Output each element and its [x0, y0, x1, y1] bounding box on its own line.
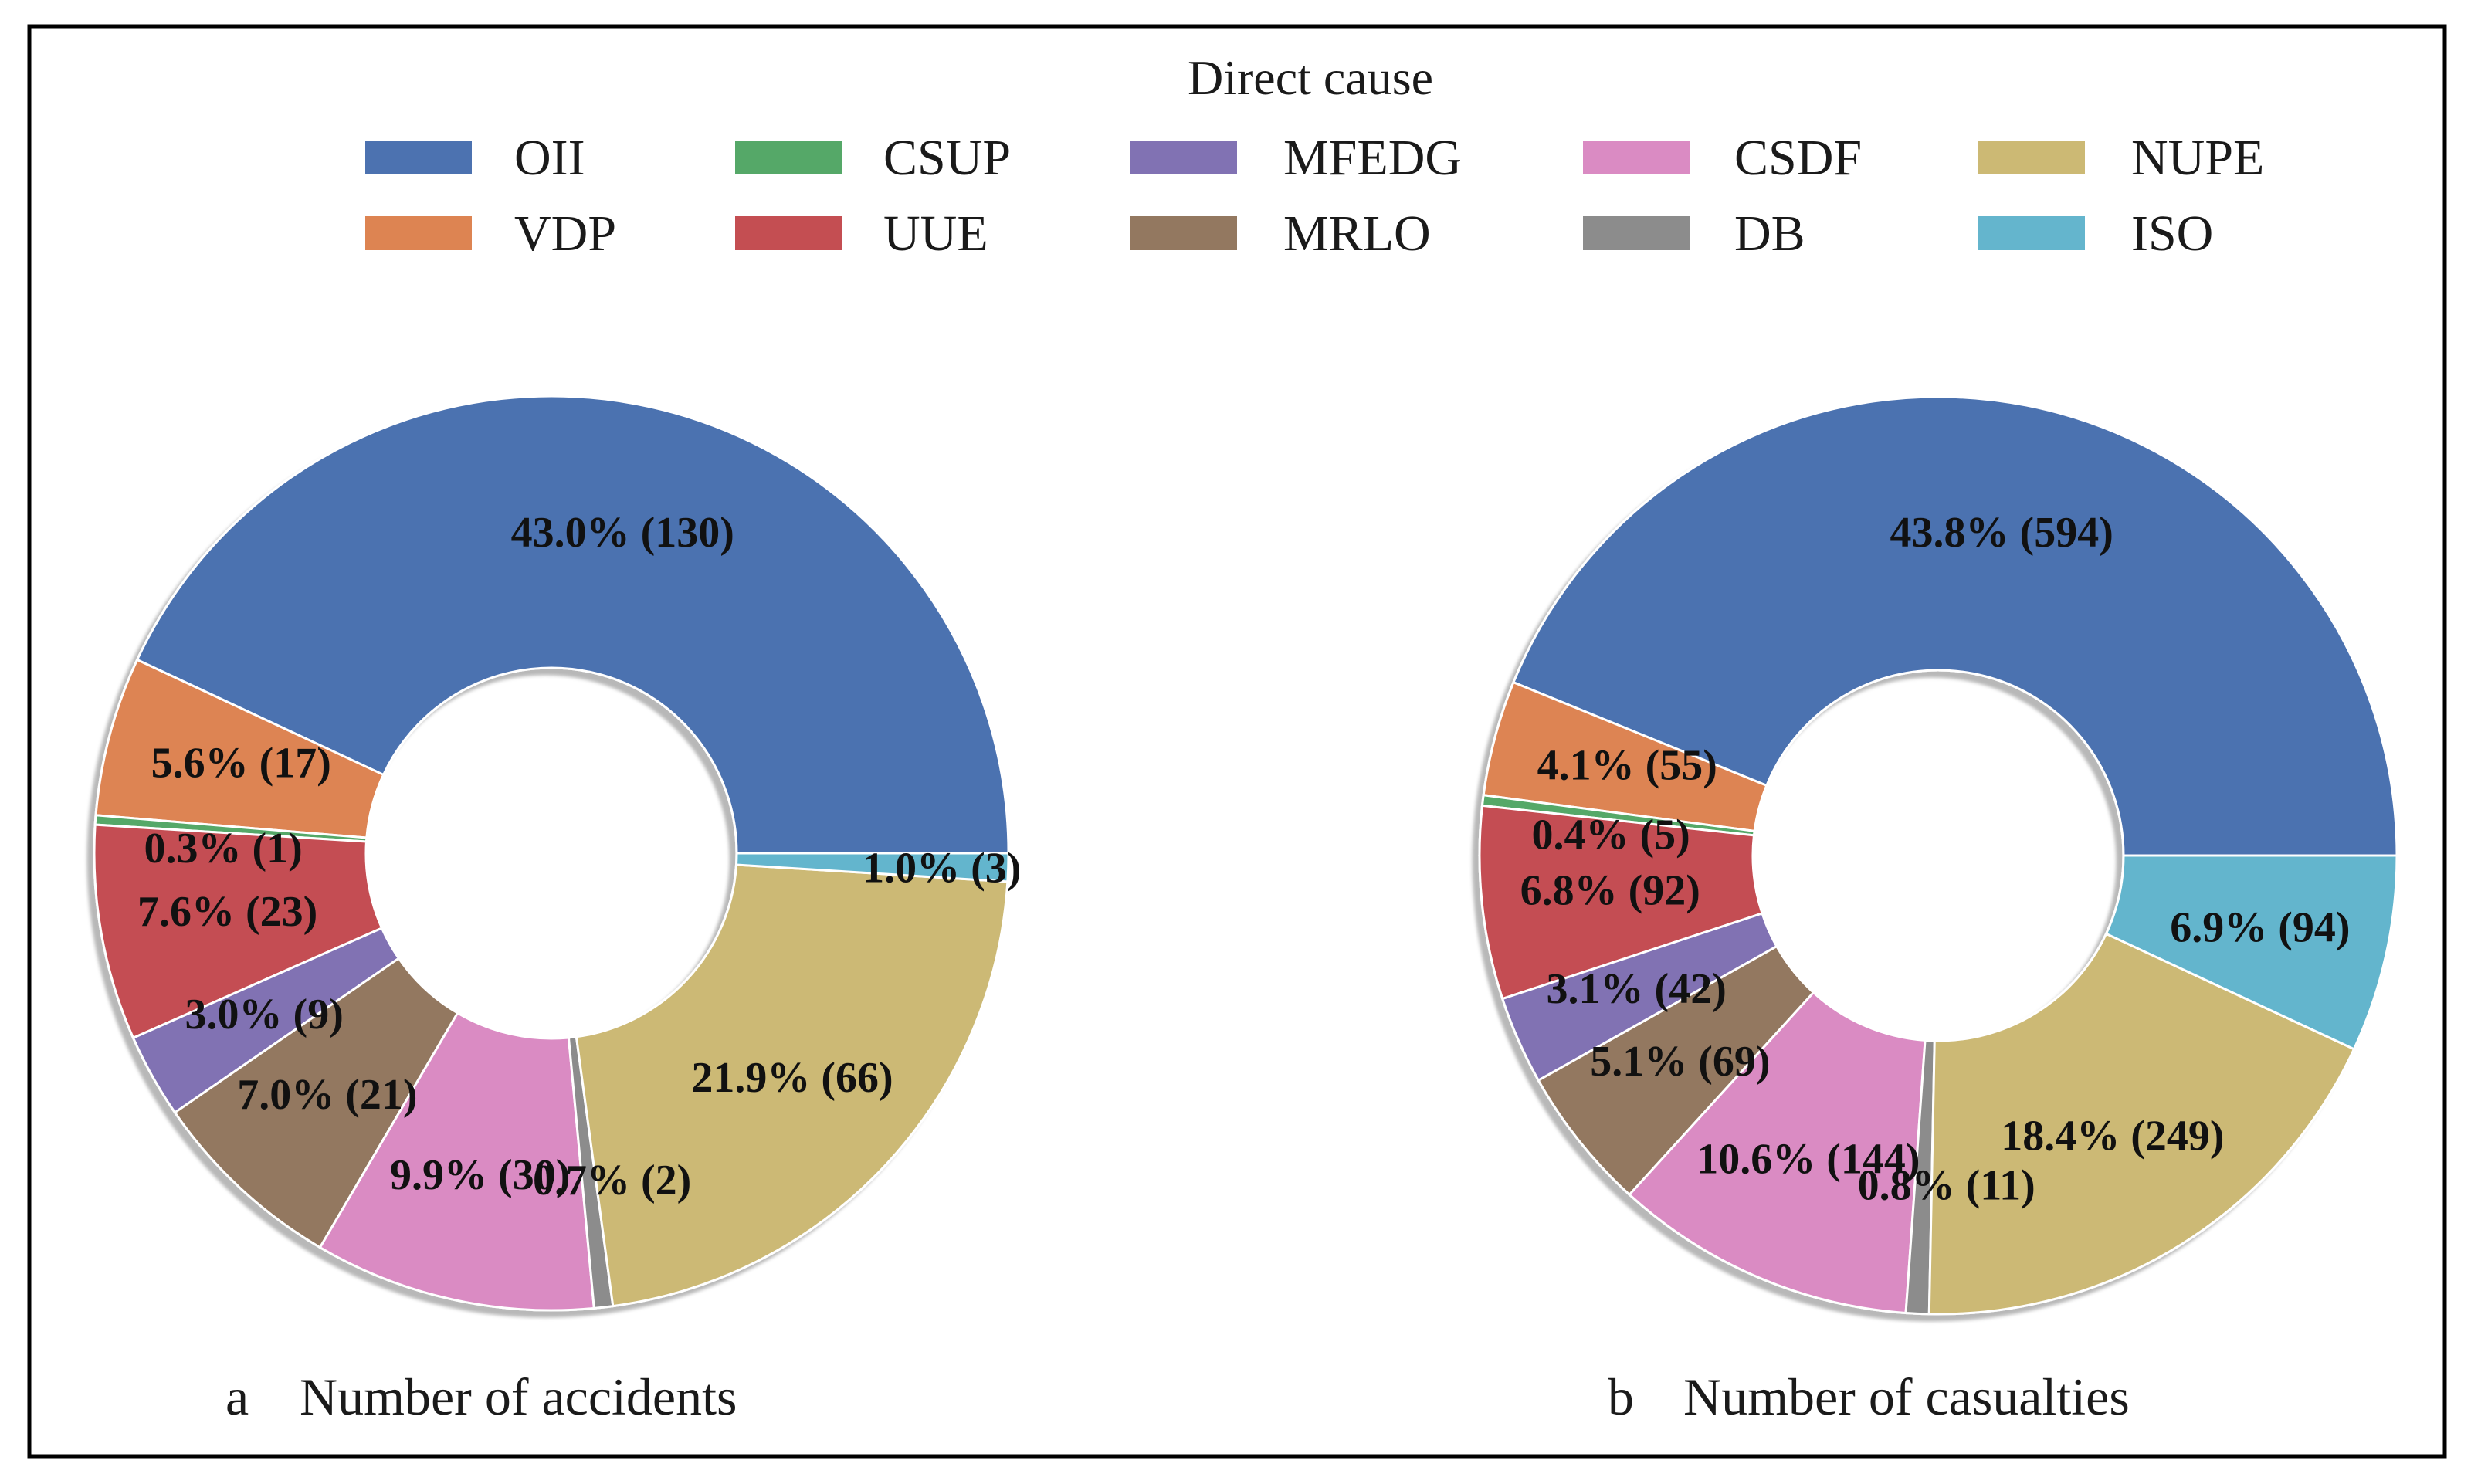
data-label-oii: 43.0% (130) — [511, 509, 734, 557]
donut-slice-iso — [2104, 854, 2398, 1051]
data-label-nupe: 21.9% (66) — [691, 1054, 893, 1102]
legend: Direct cause OII VDP CSUP UUE MFEDG MRLO… — [365, 50, 2264, 262]
legend-swatch-csdf — [1583, 141, 1690, 174]
legend-item-vdp: VDP — [365, 205, 616, 262]
data-label-csup: 0.3% (1) — [144, 825, 302, 872]
caption-casualties: b Number of casualties — [1608, 1367, 2130, 1426]
donut-slices-accidents — [93, 395, 1010, 1312]
legend-label-uue: UUE — [883, 205, 988, 262]
data-label-db: 0.8% (11) — [1858, 1162, 2035, 1210]
donut-slice-csdf — [318, 1011, 595, 1312]
legend-label-iso: ISO — [2131, 205, 2213, 262]
donut-slice-nupe — [1927, 932, 2356, 1316]
data-label-csup: 0.4% (5) — [1531, 811, 1690, 859]
caption-accidents: a Number of accidents — [225, 1367, 737, 1426]
data-label-uue: 7.6% (23) — [137, 888, 317, 936]
data-label-vdp: 5.6% (17) — [151, 740, 331, 788]
legend-label-csup: CSUP — [883, 130, 1011, 186]
data-label-iso: 6.9% (94) — [2170, 903, 2350, 951]
legend-label-oii: OII — [514, 130, 585, 186]
legend-item-mfedg: MFEDG — [1130, 130, 1462, 186]
legend-item-csup: CSUP — [735, 130, 1011, 186]
data-label-csdf: 9.9% (30) — [390, 1151, 570, 1199]
legend-swatch-uue — [735, 216, 842, 250]
caption-title-accidents: Number of accidents — [300, 1367, 737, 1426]
donut-slice-oii — [1512, 395, 2398, 857]
donut-chart-casualties: 43.8% (594) 4.1% (55) 0.4% (5) 6.8% (92) 3.1… — [1478, 395, 2398, 1316]
donut-slice-uue — [93, 823, 384, 1040]
legend-item-nupe: NUPE — [1978, 130, 2264, 186]
legend-swatch-oii — [365, 141, 472, 174]
legend-label-vdp: VDP — [514, 205, 616, 262]
data-label-iso: 1.0% (3) — [863, 844, 1021, 892]
legend-label-csdf: CSDF — [1734, 130, 1862, 186]
legend-swatch-nupe — [1978, 141, 2085, 174]
data-label-csdf: 10.6% (144) — [1696, 1136, 1920, 1184]
legend-swatch-vdp — [365, 216, 472, 250]
caption-letter-a: a — [225, 1367, 249, 1426]
legend-label-mfedg: MFEDG — [1283, 130, 1462, 186]
legend-label-mrlo: MRLO — [1283, 205, 1431, 262]
legend-title: Direct cause — [1188, 50, 1433, 105]
donut-slice-csdf — [1628, 991, 1927, 1315]
donut-chart-accidents: 43.0% (130) 5.6% (17) 0.3% (1) 7.6% (23) 3.0… — [93, 395, 1021, 1312]
data-label-uue: 6.8% (92) — [1520, 867, 1700, 915]
legend-item-uue: UUE — [735, 205, 988, 262]
donut-labels-accidents: 43.0% (130) 5.6% (17) 0.3% (1) 7.6% (23) 3.0… — [137, 509, 1021, 1204]
legend-item-mrlo: MRLO — [1130, 205, 1431, 262]
caption-title-casualties: Number of casualties — [1683, 1367, 2130, 1426]
legend-swatch-iso — [1978, 216, 2085, 250]
data-label-mrlo: 5.1% (69) — [1590, 1038, 1770, 1086]
legend-label-nupe: NUPE — [2131, 130, 2264, 186]
data-label-vdp: 4.1% (55) — [1537, 741, 1717, 789]
caption-letter-b: b — [1608, 1367, 1634, 1426]
legend-item-iso: ISO — [1978, 205, 2213, 262]
data-label-mfedg: 3.1% (42) — [1547, 965, 1727, 1013]
legend-item-csdf: CSDF — [1583, 130, 1862, 186]
legend-item-db: DB — [1583, 205, 1805, 262]
legend-swatch-csup — [735, 141, 842, 174]
legend-label-db: DB — [1734, 205, 1805, 262]
data-label-mrlo: 7.0% (21) — [237, 1071, 417, 1119]
data-label-mfedg: 3.0% (9) — [185, 991, 344, 1038]
donut-slice-oii — [135, 395, 1010, 855]
legend-swatch-db — [1583, 216, 1690, 250]
donut-slice-iso — [734, 852, 1010, 883]
donut-slice-uue — [1478, 804, 1764, 1001]
donut-labels-casualties: 43.8% (594) 4.1% (55) 0.4% (5) 6.8% (92) 3.1… — [1520, 509, 2351, 1210]
legend-item-oii: OII — [365, 130, 585, 186]
legend-swatch-mfedg — [1130, 141, 1237, 174]
donut-slices-casualties — [1478, 395, 2398, 1316]
data-label-nupe: 18.4% (249) — [2001, 1112, 2224, 1160]
donut-slice-nupe — [575, 863, 1009, 1308]
legend-swatch-mrlo — [1130, 216, 1237, 250]
data-label-oii: 43.8% (594) — [1890, 509, 2113, 557]
data-label-db: 0.7% (2) — [533, 1157, 691, 1204]
